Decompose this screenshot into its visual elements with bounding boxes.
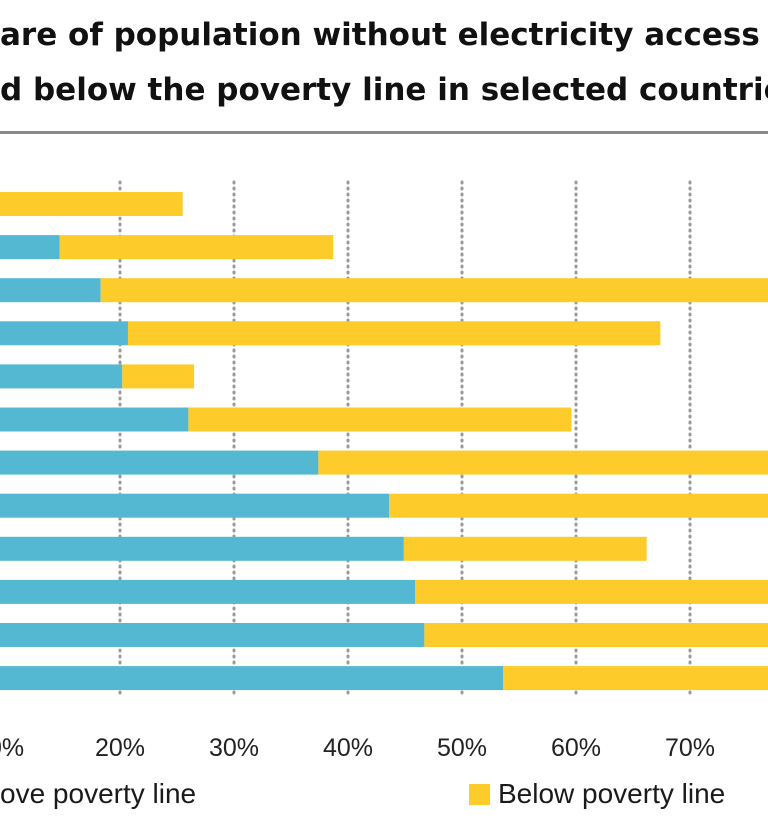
- x-tick-label-1: 20%: [95, 734, 145, 762]
- bar-below-2: [59, 235, 334, 260]
- bar-above-2: [0, 235, 60, 260]
- chart-title-line-2: d below the poverty line in selected cou…: [0, 72, 768, 108]
- bar-below-12: [503, 666, 768, 691]
- bar-below-7: [318, 450, 768, 475]
- bar-below-3: [100, 278, 768, 303]
- bar-above-11: [0, 623, 425, 647]
- bar-above-3: [0, 278, 101, 303]
- bar-above-5: [0, 364, 123, 389]
- bar-below-4: [127, 321, 661, 346]
- x-tick-label-0: 0%: [0, 734, 24, 762]
- bar-below-9: [403, 536, 647, 561]
- x-tick-label-6: 70%: [665, 734, 715, 762]
- bar-above-8: [0, 493, 390, 518]
- legend-swatch-below: [469, 784, 490, 805]
- bar-above-9: [0, 536, 404, 561]
- bar-above-4: [0, 321, 128, 346]
- bar-above-10: [0, 579, 416, 604]
- bar-below-5: [122, 364, 195, 389]
- x-tick-label-5: 60%: [551, 734, 601, 762]
- x-tick-label-2: 30%: [209, 734, 259, 762]
- x-tick-label-4: 50%: [437, 734, 487, 762]
- bar-below-6: [188, 407, 572, 432]
- x-tick-label-3: 40%: [323, 734, 373, 762]
- bar-above-7: [0, 450, 319, 475]
- bar-below-10: [415, 579, 768, 604]
- chart-title-line-1: are of population without electricity ac…: [0, 17, 768, 53]
- title-divider: [0, 131, 768, 134]
- legend-label-below: Below poverty line: [498, 778, 726, 809]
- bar-below-11: [424, 623, 768, 647]
- bar-below-1: [0, 192, 183, 216]
- bar-above-6: [0, 407, 189, 432]
- legend-label-above: ove poverty line: [0, 778, 197, 809]
- bar-above-12: [0, 666, 504, 691]
- bar-below-8: [389, 493, 768, 518]
